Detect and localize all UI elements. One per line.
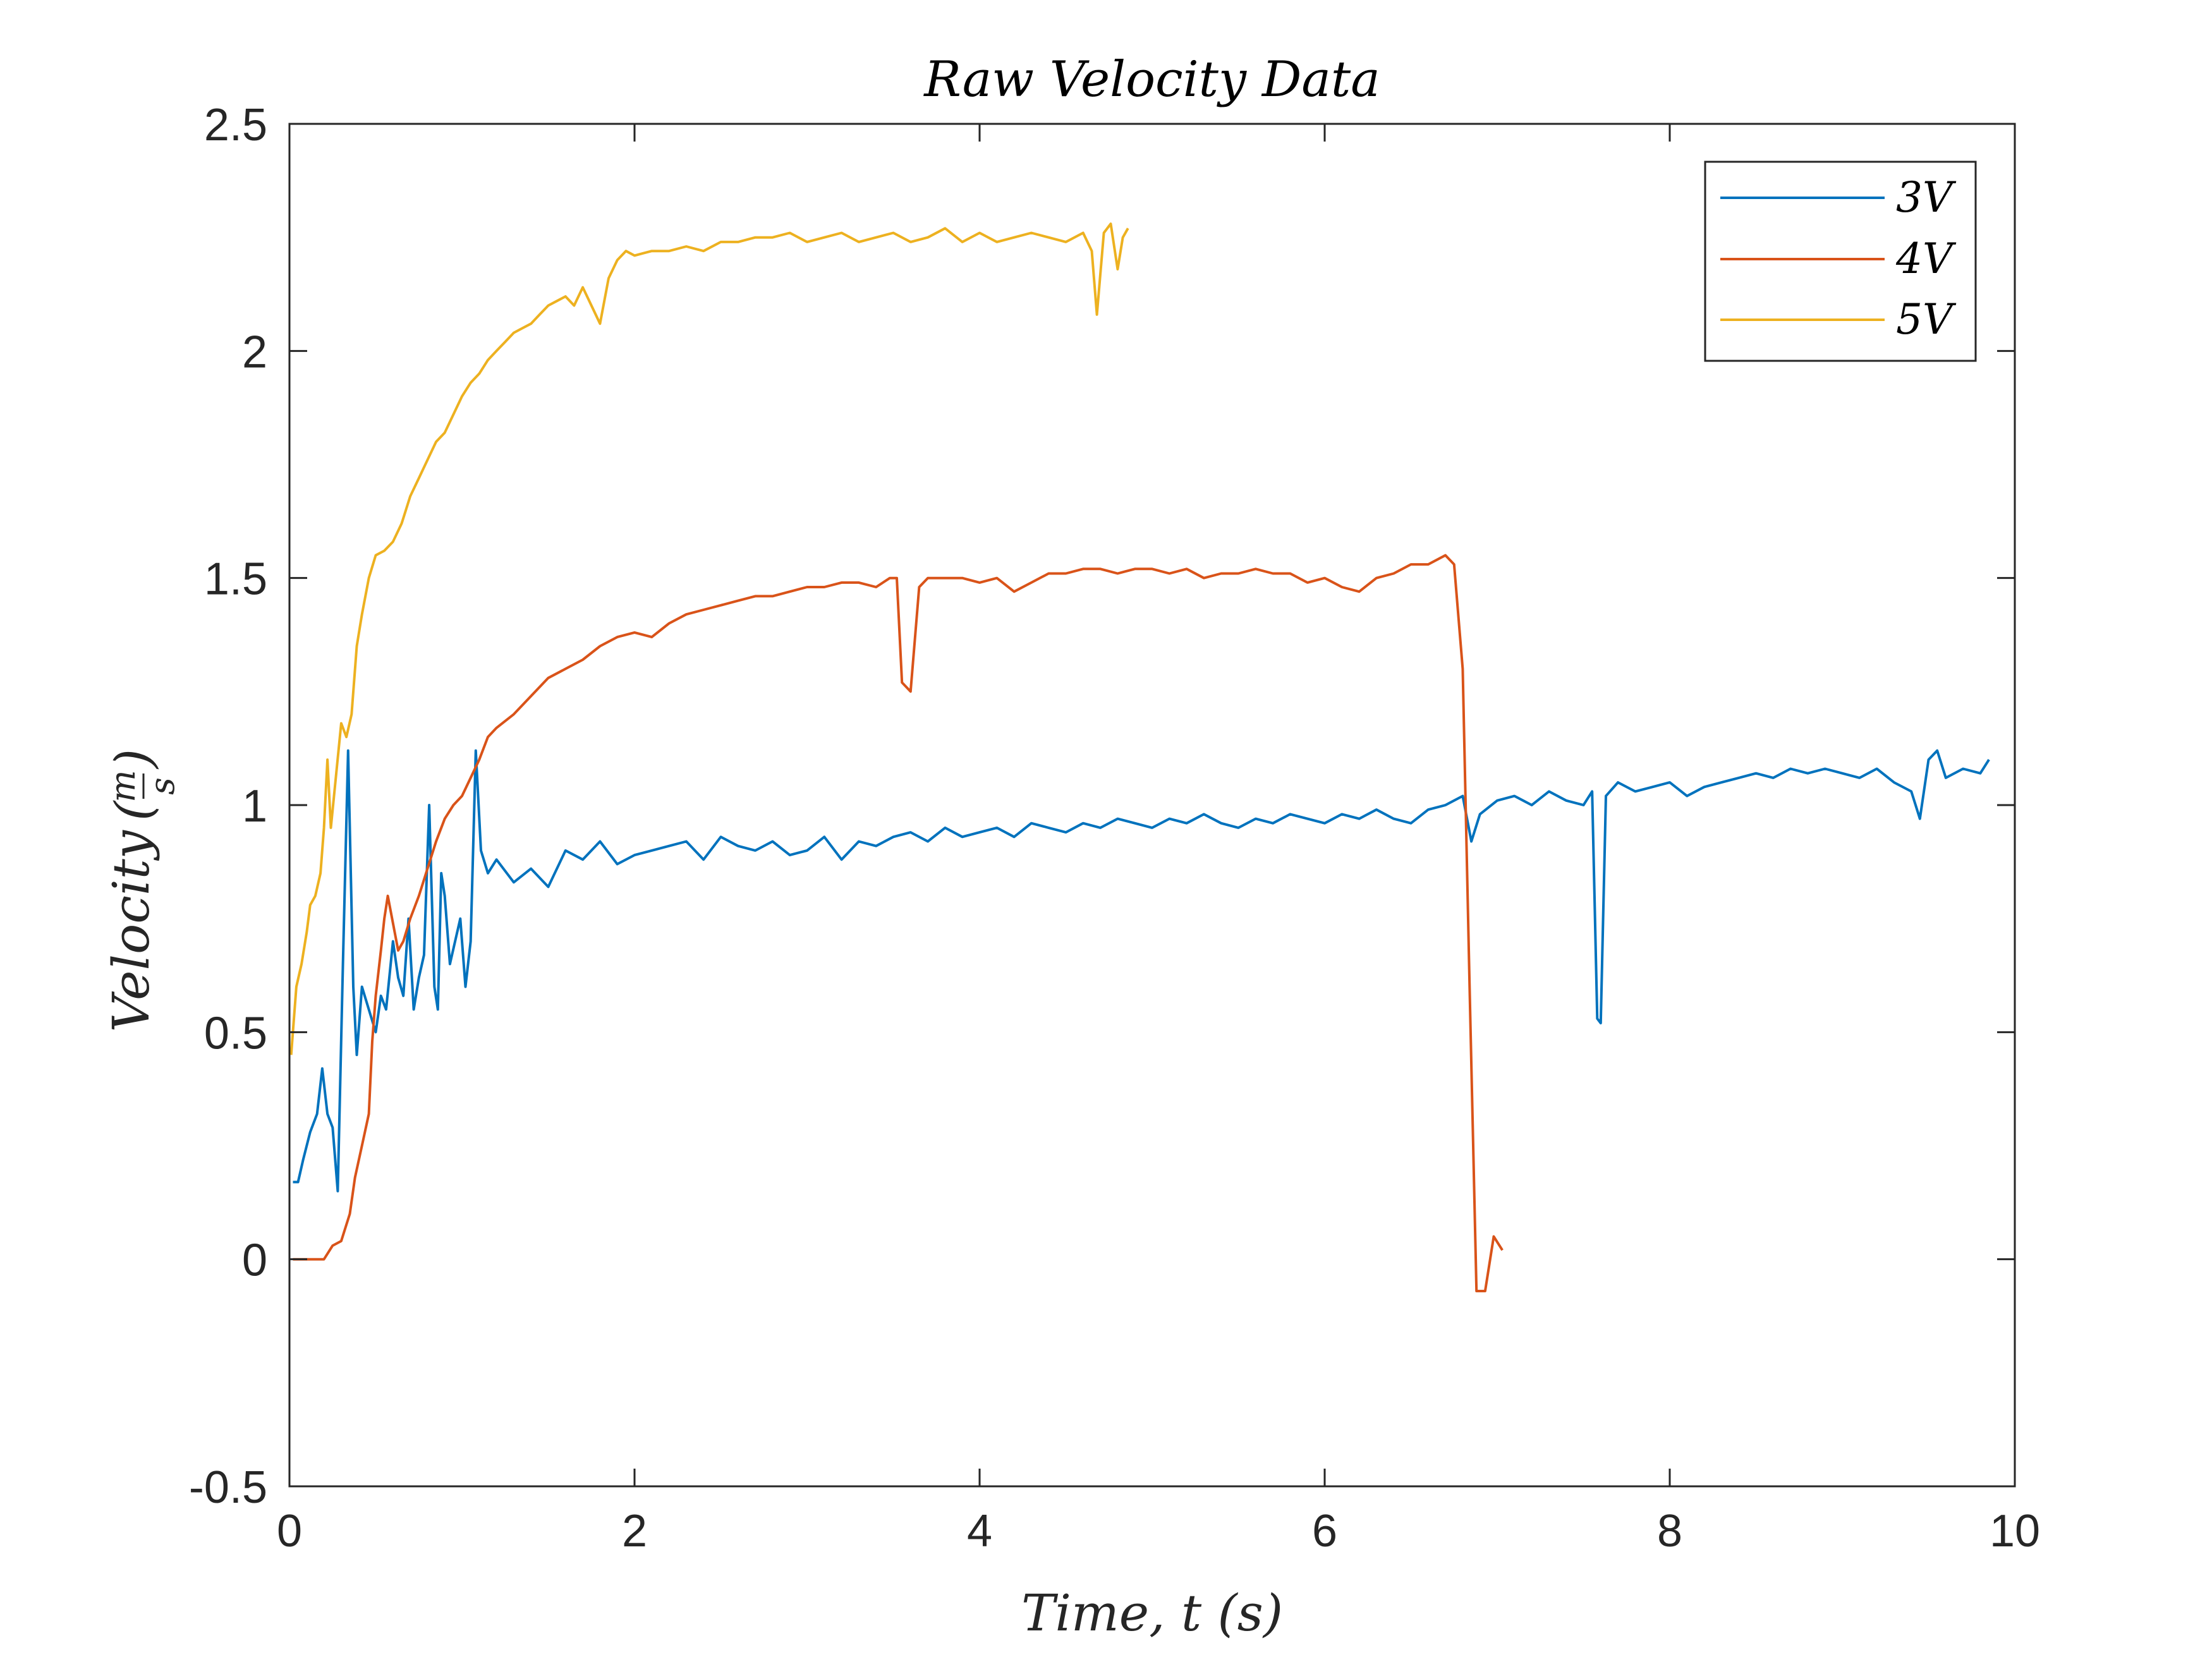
y-axis-label: Velocity ( m s ) bbox=[102, 749, 182, 1032]
series-line-3v bbox=[293, 749, 1990, 1192]
y-tick-label: 0 bbox=[242, 1235, 267, 1286]
y-tick-label: 1 bbox=[242, 781, 267, 832]
y-tick-label: -0.5 bbox=[189, 1462, 267, 1513]
y-axis-label-denominator: s bbox=[142, 777, 182, 795]
series-line-5v bbox=[289, 222, 1129, 1055]
y-tick-label: 2.5 bbox=[204, 100, 267, 150]
y-tick-label: 1.5 bbox=[204, 554, 267, 605]
x-tick-label: 2 bbox=[622, 1506, 647, 1556]
y-axis-label-main: Velocity bbox=[102, 829, 161, 1032]
y-axis-label-open-paren: ( bbox=[104, 800, 163, 821]
ticks-layer: 0 2 4 6 8 10-0.500.511.522.5 bbox=[189, 100, 2040, 1556]
y-tick-label: 0.5 bbox=[204, 1008, 267, 1058]
chart-title: Raw Velocity Data bbox=[923, 51, 1380, 108]
x-tick-label: 0 bbox=[277, 1506, 302, 1556]
legend-label-3v: 3V bbox=[1896, 173, 1957, 222]
y-axis-label-close-paren: ) bbox=[104, 749, 163, 770]
legend-box bbox=[1704, 161, 1977, 362]
legend-label-5v: 5V bbox=[1896, 295, 1957, 344]
x-tick-label: 4 bbox=[967, 1506, 992, 1556]
legend-label-4v: 4V bbox=[1895, 234, 1957, 283]
y-tick-label: 2 bbox=[242, 327, 267, 377]
x-axis-label: Time, t (s) bbox=[1021, 1584, 1283, 1642]
series-layer bbox=[289, 222, 1990, 1292]
x-tick-label: 6 bbox=[1312, 1506, 1337, 1556]
legend: 3V 4V 5V bbox=[1704, 161, 1977, 362]
y-axis-label-numerator: m bbox=[103, 770, 143, 802]
x-tick-label: 8 bbox=[1657, 1506, 1682, 1556]
x-tick-label: 10 bbox=[1990, 1506, 2040, 1556]
series-line-4v bbox=[293, 554, 1504, 1292]
